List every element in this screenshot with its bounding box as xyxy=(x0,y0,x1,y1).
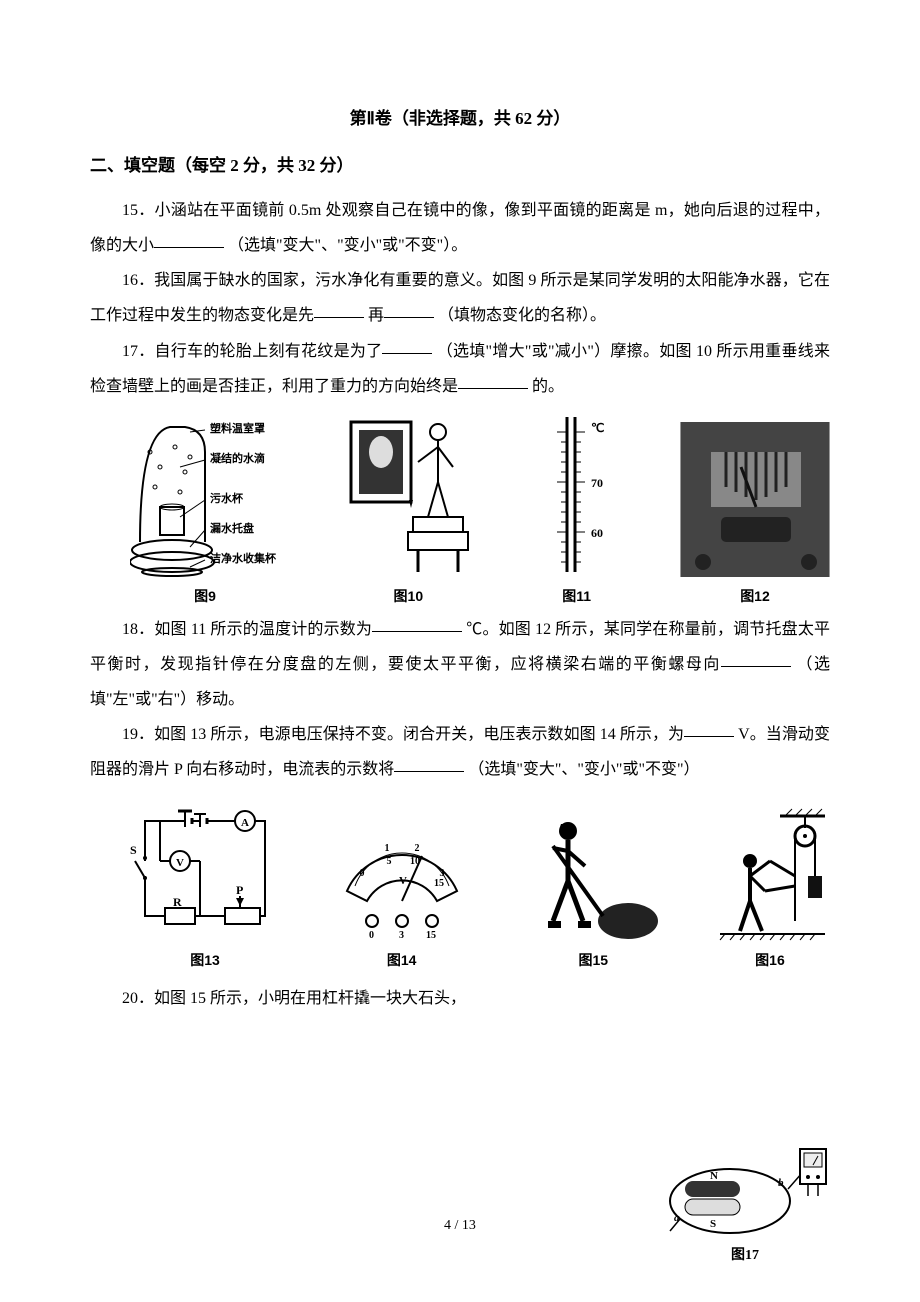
q15-text-c: （选填"变大"、"变小"或"不变"）。 xyxy=(228,237,467,254)
svg-text:A: A xyxy=(241,817,249,829)
svg-text:塑料温室罩: 塑料温室罩 xyxy=(210,421,265,435)
figure-10: 图10 xyxy=(343,412,473,612)
q20-text-a: 20．如图 15 所示，小明在用杠杆撬一块大石头， xyxy=(122,990,466,1007)
fig16-svg xyxy=(710,806,830,941)
q19-text-a: 19．如图 13 所示，电源电压保持不变。闭合开关，电压表示数如图 14 所示，… xyxy=(122,726,684,743)
svg-text:0: 0 xyxy=(369,930,374,941)
figure-12: 图12 xyxy=(680,422,830,612)
question-17: 17．自行车的轮胎上刻有花纹是为了 （选填"增大"或"减小"）摩擦。如图 10 … xyxy=(90,334,830,404)
q17-text-a: 17．自行车的轮胎上刻有花纹是为了 xyxy=(122,343,382,360)
question-16: 16．我国属于缺水的国家，污水净化有重要的意义。如图 9 所示是某同学发明的太阳… xyxy=(90,263,830,333)
svg-text:2: 2 xyxy=(414,843,419,854)
q18-text-a: 18．如图 11 所示的温度计的示数为 xyxy=(122,621,372,638)
figure-row-1: 塑料温室罩 凝结的水滴 污水杯 漏水托盘 洁净水收集杯 图9 xyxy=(130,412,830,612)
blank-16-2 xyxy=(384,302,434,318)
fig15-svg xyxy=(523,806,663,941)
part-title: 第Ⅱ卷（非选择题，共 62 分） xyxy=(90,100,830,137)
fig13-caption: 图13 xyxy=(190,945,220,976)
svg-text:洁净水收集杯: 洁净水收集杯 xyxy=(210,551,277,565)
q17-text-c: 的。 xyxy=(532,378,564,395)
svg-text:70: 70 xyxy=(591,476,603,490)
fig16-caption: 图16 xyxy=(755,945,785,976)
svg-text:R: R xyxy=(173,895,182,909)
svg-text:60: 60 xyxy=(591,526,603,540)
fig13-svg: A S V R P xyxy=(130,806,280,941)
svg-text:漏水托盘: 漏水托盘 xyxy=(210,521,254,535)
fig17-svg: N S a b xyxy=(660,1141,830,1241)
q15-text-a: 15．小涵站在平面镜前 0.5m 处观察自己在镜中的像，像到平面镜的距离是 xyxy=(122,202,651,219)
section-heading: 二、填空题（每空 2 分，共 32 分） xyxy=(90,147,830,184)
svg-text:b: b xyxy=(778,1177,784,1189)
svg-text:V: V xyxy=(399,875,407,887)
blank-18-1 xyxy=(372,616,462,632)
q19-text-c: （选填"变大"、"变小"或"不变"） xyxy=(468,761,699,778)
svg-text:1: 1 xyxy=(384,843,389,854)
fig17-caption: 图17 xyxy=(731,1241,759,1272)
fig14-svg: 0 1 2 3 5 10 15 V 0 3 15 xyxy=(327,806,477,941)
blank-17-2 xyxy=(458,373,528,389)
blank-19-2 xyxy=(394,756,464,772)
svg-text:15: 15 xyxy=(434,878,444,889)
svg-text:P: P xyxy=(236,883,243,897)
fig10-caption: 图10 xyxy=(394,581,424,612)
fig9-svg: 塑料温室罩 凝结的水滴 污水杯 漏水托盘 洁净水收集杯 xyxy=(130,412,280,577)
figure-14: 0 1 2 3 5 10 15 V 0 3 15 图14 xyxy=(327,806,477,976)
q16-text-b: 再 xyxy=(368,307,384,324)
svg-text:污水杯: 污水杯 xyxy=(210,491,244,505)
question-20: 20．如图 15 所示，小明在用杠杆撬一块大石头， xyxy=(90,981,830,1016)
question-15: 15．小涵站在平面镜前 0.5m 处观察自己在镜中的像，像到平面镜的距离是 m，… xyxy=(90,193,830,263)
figure-17: N S a b 图17 xyxy=(660,1141,830,1272)
fig11-caption: 图11 xyxy=(562,581,591,612)
figure-16: 图16 xyxy=(710,806,830,976)
fig10-svg xyxy=(343,412,473,577)
svg-text:0: 0 xyxy=(359,868,364,879)
blank-15-2 xyxy=(154,232,224,248)
fig12-caption: 图12 xyxy=(740,581,770,612)
question-19: 19．如图 13 所示，电源电压保持不变。闭合开关，电压表示数如图 14 所示，… xyxy=(90,717,830,787)
question-18: 18．如图 11 所示的温度计的示数为 ℃。如图 12 所示，某同学在称量前，调… xyxy=(90,612,830,718)
blank-18-2 xyxy=(721,651,791,667)
fig15-caption: 图15 xyxy=(579,945,609,976)
svg-text:3: 3 xyxy=(399,930,404,941)
figure-9: 塑料温室罩 凝结的水滴 污水杯 漏水托盘 洁净水收集杯 图9 xyxy=(130,412,280,612)
svg-text:V: V xyxy=(176,857,184,869)
figure-11: ℃ 70 60 图11 xyxy=(537,412,617,612)
svg-text:凝结的水滴: 凝结的水滴 xyxy=(210,451,265,465)
svg-text:15: 15 xyxy=(426,930,436,941)
fig12-box xyxy=(680,422,830,577)
fig14-caption: 图14 xyxy=(387,945,417,976)
blank-19-1 xyxy=(684,721,734,737)
svg-text:S: S xyxy=(130,843,137,857)
q16-text-c: （填物态变化的名称）。 xyxy=(438,307,606,324)
fig9-caption: 图9 xyxy=(194,581,216,612)
svg-text:N: N xyxy=(710,1170,718,1182)
blank-17-1 xyxy=(382,338,432,354)
figure-row-2: A S V R P 图13 xyxy=(130,806,830,976)
figure-13: A S V R P 图13 xyxy=(130,806,280,976)
figure-15: 图15 xyxy=(523,806,663,976)
svg-text:5: 5 xyxy=(386,856,391,867)
blank-16-1 xyxy=(314,302,364,318)
svg-text:℃: ℃ xyxy=(591,421,604,435)
fig11-svg: ℃ 70 60 xyxy=(537,412,617,577)
svg-text:S: S xyxy=(710,1218,716,1230)
